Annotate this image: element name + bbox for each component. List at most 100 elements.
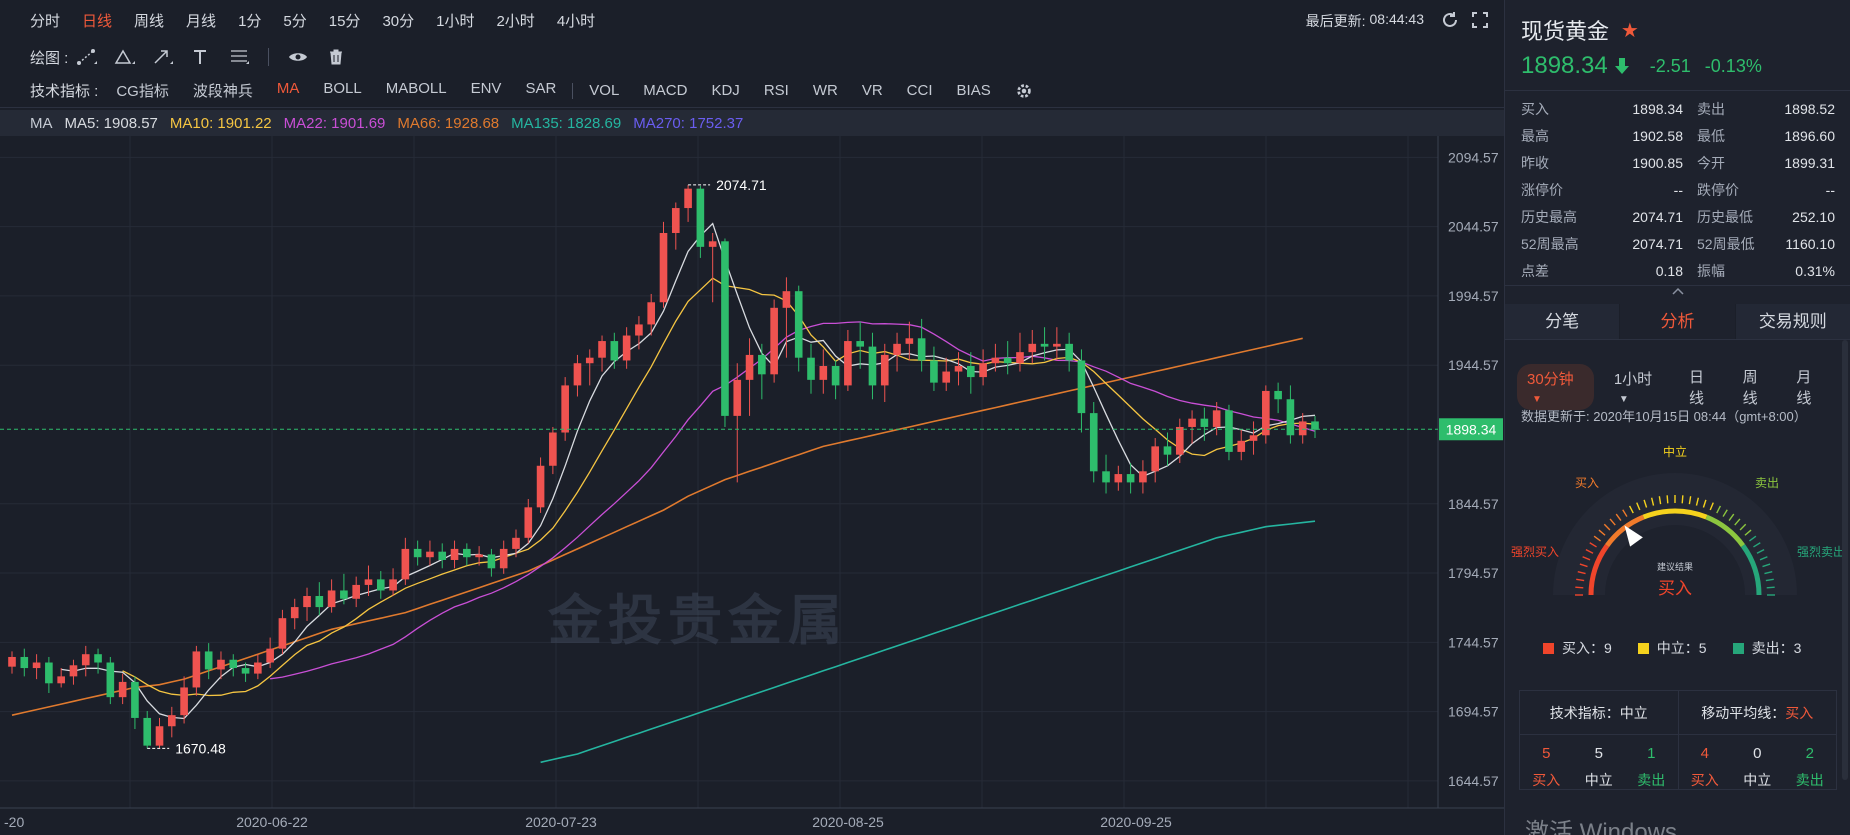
candle[interactable] <box>131 676 139 730</box>
candle[interactable] <box>1286 385 1295 444</box>
candle[interactable] <box>1188 410 1196 444</box>
candle[interactable] <box>155 717 164 749</box>
candle[interactable] <box>352 576 360 608</box>
period-option[interactable]: 日线 <box>1689 366 1717 408</box>
timeframe-tab[interactable]: 分时 <box>30 12 61 30</box>
candle[interactable] <box>1139 460 1147 494</box>
candle[interactable] <box>671 202 680 250</box>
candle[interactable] <box>364 565 373 597</box>
gear-icon[interactable] <box>1015 82 1033 100</box>
candle[interactable] <box>118 673 127 705</box>
arrow-tool-icon[interactable] <box>148 46 178 68</box>
sub-indicator-button[interactable]: RSI <box>763 82 789 99</box>
period-option[interactable]: 1小时 ▼ <box>1614 368 1663 406</box>
indicator-button[interactable]: BOLL <box>323 80 362 97</box>
candle[interactable] <box>585 349 594 386</box>
chart-canvas[interactable]: 1898.34 2094.57 2044.57 1994.57 1944.57 1844.… <box>0 136 1504 835</box>
candle[interactable] <box>1262 385 1270 444</box>
timeframe-tab[interactable]: 15分 <box>328 12 361 30</box>
candle[interactable] <box>426 540 434 566</box>
candle[interactable] <box>1126 462 1135 494</box>
indicator-button[interactable]: MABOLL <box>385 80 447 97</box>
candle[interactable] <box>536 457 545 513</box>
candle[interactable] <box>1016 332 1024 372</box>
candle[interactable] <box>1003 341 1012 375</box>
candle[interactable] <box>524 499 533 544</box>
candle[interactable] <box>8 651 16 674</box>
panel-tab[interactable]: 交易规则 <box>1735 304 1850 339</box>
candle[interactable] <box>1065 332 1073 372</box>
candle[interactable] <box>807 343 815 394</box>
candle[interactable] <box>69 659 78 685</box>
candle[interactable] <box>45 656 53 693</box>
candle[interactable] <box>868 332 877 400</box>
candle[interactable] <box>942 357 951 391</box>
candle[interactable] <box>57 668 65 688</box>
candle[interactable] <box>340 573 348 605</box>
candle[interactable] <box>1225 404 1233 461</box>
candle[interactable] <box>180 676 188 724</box>
candle[interactable] <box>721 238 729 427</box>
candle[interactable] <box>315 582 324 616</box>
period-option[interactable]: 周线 <box>1743 366 1771 408</box>
timeframe-tab[interactable]: 5分 <box>283 12 307 30</box>
candle[interactable] <box>376 571 385 599</box>
candle[interactable] <box>856 321 864 369</box>
fibonacci-tool-icon[interactable] <box>224 46 254 68</box>
candle[interactable] <box>143 711 152 749</box>
sub-indicator-button[interactable]: MACD <box>643 82 688 99</box>
candlestick-chart[interactable]: 1898.34 2094.57 2044.57 1994.57 1944.57 1844.… <box>0 136 1504 835</box>
timeframe-tab[interactable]: 月线 <box>186 12 217 30</box>
sub-indicator-button[interactable]: KDJ <box>711 82 740 99</box>
candle[interactable] <box>475 546 483 566</box>
candle[interactable] <box>708 232 717 303</box>
candle[interactable] <box>758 343 766 400</box>
candle[interactable] <box>499 540 508 574</box>
candle[interactable] <box>991 343 1000 372</box>
candle[interactable] <box>880 343 889 403</box>
panel-tab[interactable]: 分笔 <box>1505 304 1621 339</box>
candle[interactable] <box>1163 432 1172 466</box>
candle[interactable] <box>106 656 115 705</box>
candle[interactable] <box>1249 421 1258 455</box>
period-option[interactable]: 30分钟 ▼ <box>1517 364 1594 410</box>
candle[interactable] <box>819 349 828 394</box>
candle[interactable] <box>745 338 754 416</box>
indicator-button[interactable]: SAR <box>525 80 557 97</box>
refresh-icon[interactable] <box>1440 10 1460 30</box>
candle[interactable] <box>893 332 901 372</box>
text-tool-icon[interactable] <box>186 46 216 68</box>
line-segment-tool-icon[interactable] <box>72 46 102 68</box>
indicator-button[interactable]: CG指标 <box>116 83 169 100</box>
sub-indicator-button[interactable]: VOL <box>589 82 620 99</box>
candle[interactable] <box>954 352 963 386</box>
candle[interactable] <box>622 327 631 369</box>
candle[interactable] <box>20 648 29 677</box>
candle[interactable] <box>487 548 496 577</box>
candle[interactable] <box>401 537 410 585</box>
sub-indicator-button[interactable]: BIAS <box>956 82 991 99</box>
period-option[interactable]: 月线 <box>1796 366 1824 408</box>
candle[interactable] <box>610 332 619 369</box>
sub-indicator-button[interactable]: VR <box>861 82 883 99</box>
candle[interactable] <box>794 285 803 372</box>
candle[interactable] <box>241 662 250 682</box>
timeframe-tab[interactable]: 1分 <box>238 12 262 30</box>
candle[interactable] <box>1200 407 1209 441</box>
candle[interactable] <box>684 184 692 222</box>
candle[interactable] <box>1151 438 1160 483</box>
candle[interactable] <box>266 637 274 669</box>
candle[interactable] <box>1175 418 1184 463</box>
indicator-button[interactable]: MA <box>276 80 300 97</box>
candle[interactable] <box>167 706 176 738</box>
candle[interactable] <box>1274 382 1282 414</box>
candle[interactable] <box>254 654 262 680</box>
candle[interactable] <box>450 540 459 569</box>
candle[interactable] <box>647 293 656 336</box>
fullscreen-icon[interactable] <box>1470 10 1490 30</box>
favorite-star-icon[interactable]: ★ <box>1620 20 1639 42</box>
candle[interactable] <box>217 651 225 680</box>
candle[interactable] <box>303 587 311 621</box>
candle[interactable] <box>905 321 914 361</box>
candle[interactable] <box>327 579 336 613</box>
